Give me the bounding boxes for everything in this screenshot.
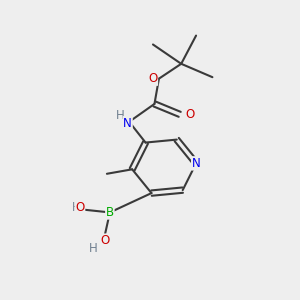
Text: H: H (71, 202, 80, 214)
Text: O: O (186, 108, 195, 121)
Text: O: O (75, 202, 85, 214)
Text: N: N (192, 157, 200, 170)
Text: N: N (123, 117, 132, 130)
Text: H: H (89, 242, 98, 255)
Text: O: O (101, 234, 110, 247)
Text: H: H (116, 109, 125, 122)
Text: O: O (148, 72, 158, 85)
Text: B: B (106, 206, 114, 219)
